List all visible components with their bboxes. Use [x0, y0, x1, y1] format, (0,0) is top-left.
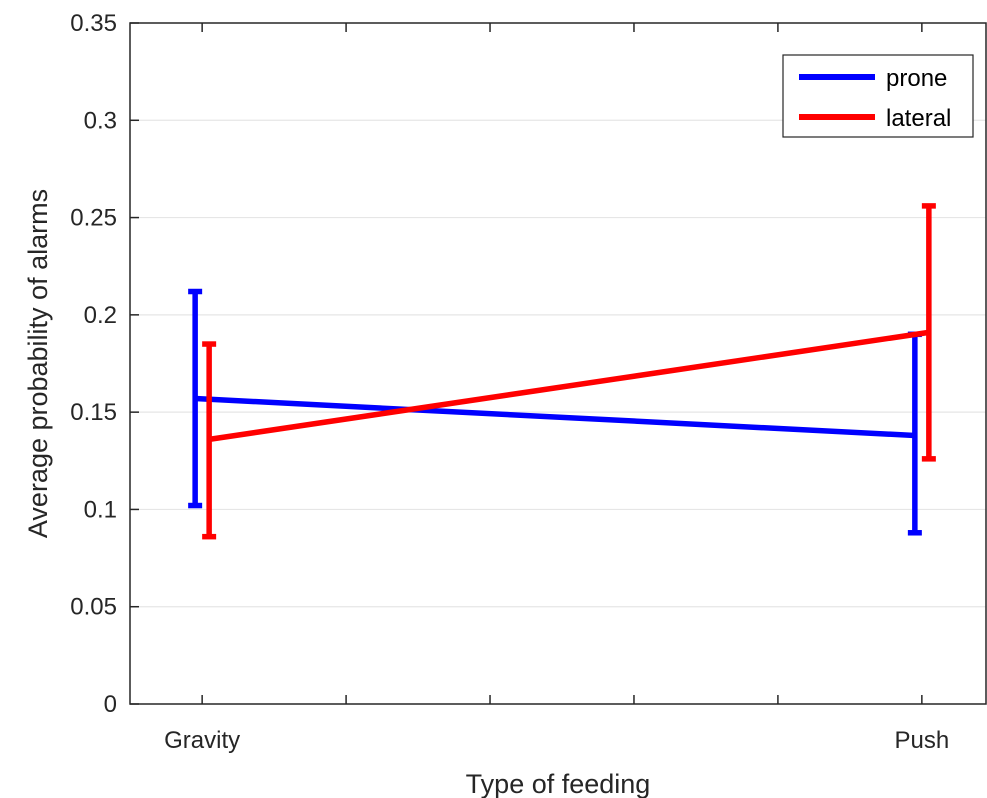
x-tick-label-push: Push: [895, 727, 950, 754]
plot-area-frame: [129, 22, 987, 705]
x-tick-label-gravity: Gravity: [164, 727, 240, 754]
y-tick-label: 0.35: [70, 10, 117, 37]
series-line-prone: [195, 395, 915, 439]
legend: prone lateral: [782, 54, 974, 138]
y-tick-label: 0.1: [84, 496, 117, 523]
x-axis-label: Type of feeding: [466, 769, 651, 798]
y-tick-label: 0: [104, 691, 117, 718]
y-axis-tick-labels: 0 0.05 0.1 0.15 0.2 0.25 0.3 0.35: [70, 10, 117, 718]
x-axis-tick-labels: Gravity Push: [164, 727, 949, 754]
series-line-lateral: [208, 329, 930, 443]
y-axis-label: Average probability of alarms: [23, 189, 53, 538]
series-layer: [188, 203, 936, 540]
y-tick-label: 0.2: [84, 302, 117, 329]
legend-label-lateral: lateral: [886, 105, 951, 132]
grid-lines: [130, 119, 986, 608]
legend-box: [782, 54, 974, 138]
legend-label-prone: prone: [886, 65, 947, 92]
series-prone: [188, 288, 922, 536]
y-tick-label: 0.05: [70, 594, 117, 621]
y-tick-label: 0.15: [70, 399, 117, 426]
y-tick-label: 0.3: [84, 107, 117, 134]
series-lateral: [202, 203, 936, 540]
y-tick-label: 0.25: [70, 205, 117, 232]
axis-ticks: [130, 22, 923, 705]
